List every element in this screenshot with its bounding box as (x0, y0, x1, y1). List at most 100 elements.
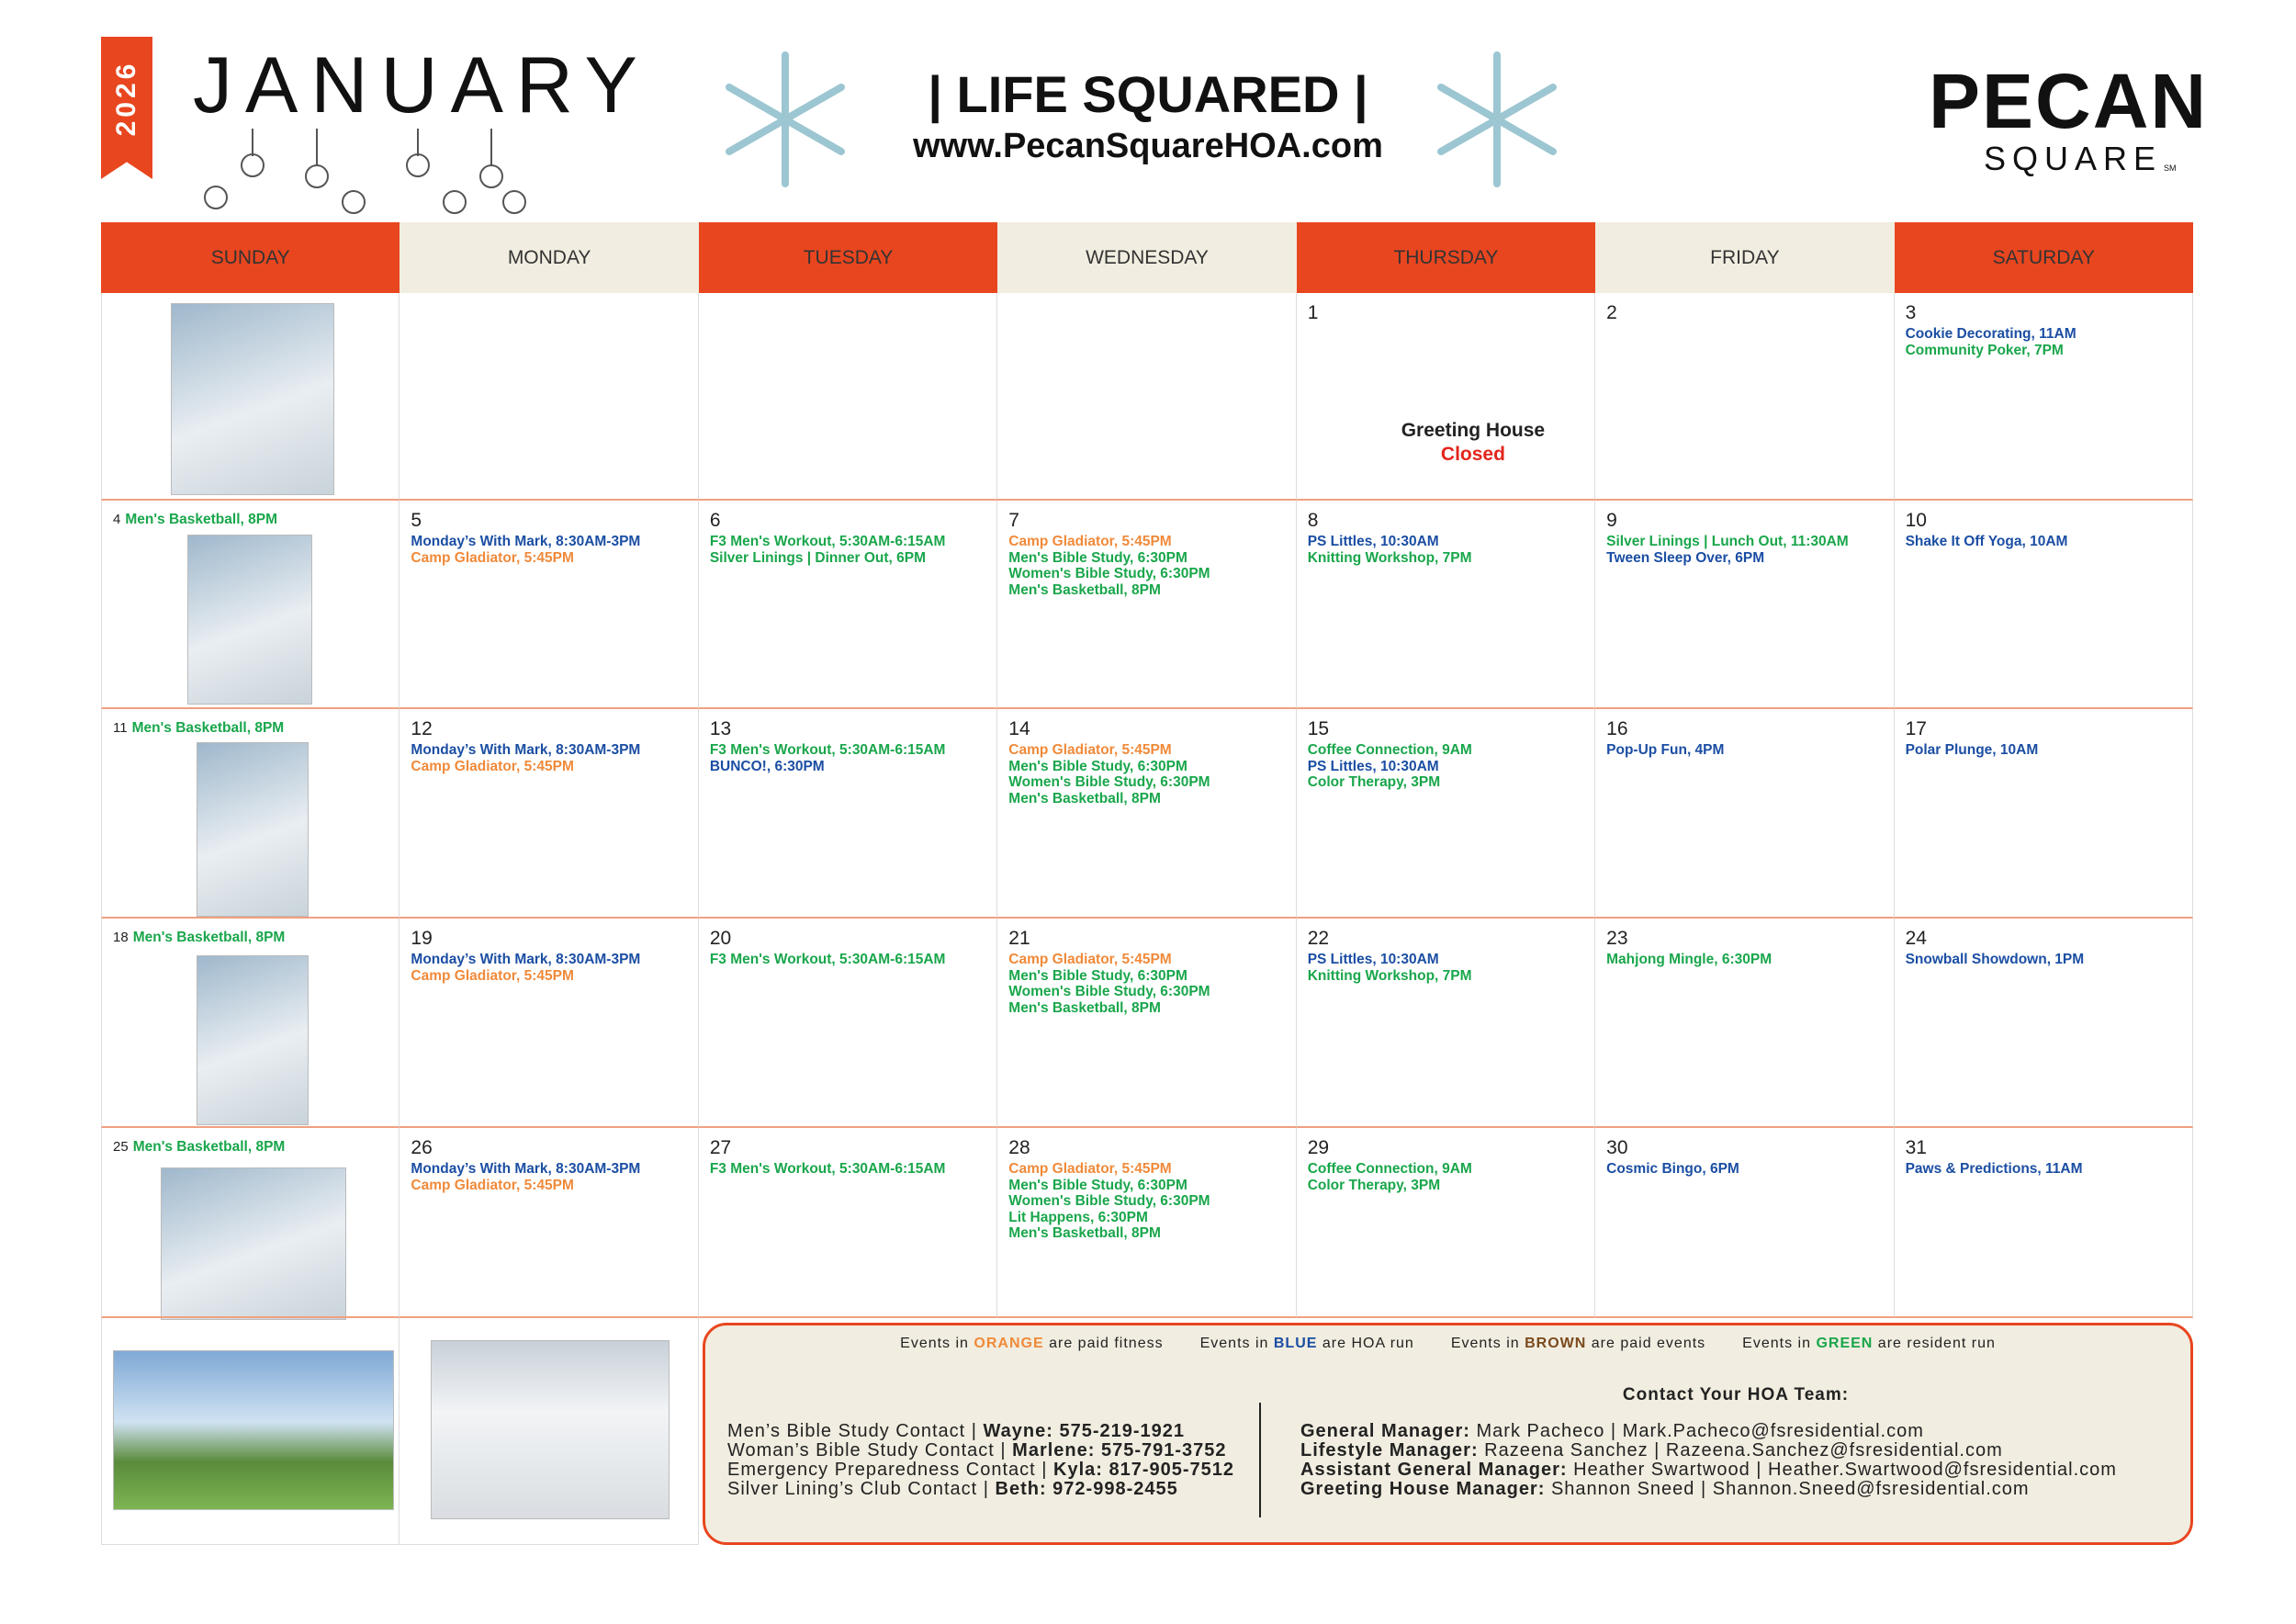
sunday-line: 4 Men's Basketball, 8PM (113, 512, 277, 528)
day-cell: 25 Men's Basketball, 8PM (101, 1128, 400, 1318)
note: Greeting House (1401, 420, 1546, 441)
legend-item: Events in BLUE are HOA run (1200, 1336, 1414, 1352)
day-number: 29 (1307, 1137, 1330, 1158)
legend-prefix: Events in (1742, 1336, 1811, 1351)
day-cell: 4 Men's Basketball, 8PM (101, 501, 400, 709)
weekday: WEDNESDAY (1086, 247, 1209, 268)
hoa-heading: Contact Your HOA Team: (1622, 1385, 1850, 1404)
day-cell: 7 Camp Gladiator, 5:45PM Men's Bible Study… (997, 501, 1297, 709)
day-number: 30 (1606, 1137, 1628, 1158)
day-number: 17 (1905, 718, 1927, 739)
day-number: 25 (113, 1139, 129, 1155)
day-cell (997, 293, 1297, 501)
weekday-header: FRIDAY (1595, 222, 1895, 293)
day-cell: 30 Cosmic Bingo, 6PM (1595, 1128, 1895, 1318)
event: Men's Basketball, 8PM (1008, 1225, 1161, 1241)
day-number: 24 (1905, 928, 1927, 949)
legend-suffix: are resident run (1877, 1336, 1996, 1351)
event: Monday’s With Mark, 8:30AM-3PM (411, 952, 641, 967)
day-number: 27 (709, 1137, 732, 1158)
day-number: 20 (709, 928, 732, 949)
day-cell: 27 F3 Men's Workout, 5:30AM-6:15AM (698, 1128, 998, 1318)
weekday-header: WEDNESDAY (997, 222, 1297, 293)
info-box (703, 1323, 2193, 1545)
ornaments (197, 129, 537, 220)
event: Mahjong Mingle, 6:30PM (1606, 952, 1773, 967)
day-number: 7 (1008, 510, 1019, 531)
weekday: TUESDAY (803, 247, 894, 268)
event: Color Therapy, 3PM (1307, 774, 1441, 790)
day-cell: 22 PS Littles, 10:30AM Knitting Workshop, … (1296, 919, 1596, 1128)
day-number: 22 (1307, 928, 1330, 949)
website: www.PecanSquareHOA.com (913, 127, 1383, 165)
year-ribbon (101, 37, 152, 179)
contact-label: Woman’s Bible Study Contact | (727, 1440, 1007, 1460)
legend-suffix: are paid fitness (1049, 1336, 1164, 1351)
day-cell: 21 Camp Gladiator, 5:45PM Men's Bible Stud… (997, 919, 1297, 1128)
event: Color Therapy, 3PM (1307, 1177, 1441, 1193)
day-number: 16 (1606, 718, 1628, 739)
day-number: 5 (411, 510, 422, 531)
event: Monday’s With Mark, 8:30AM-3PM (411, 534, 641, 549)
event: Women's Bible Study, 6:30PM (1008, 1193, 1210, 1209)
event: Coffee Connection, 9AM (1307, 1161, 1472, 1177)
event: Knitting Workshop, 7PM (1307, 549, 1472, 566)
day-cell (698, 293, 998, 501)
note: Closed (1440, 444, 1505, 465)
day-number: 18 (113, 930, 129, 945)
day-number: 13 (709, 718, 732, 739)
event: Polar Plunge, 10AM (1905, 742, 2039, 758)
day-number: 3 (1905, 302, 1917, 323)
event: Paws & Predictions, 11AM (1905, 1161, 2083, 1177)
legend-prefix: Events in (1450, 1336, 1520, 1351)
weekday: SATURDAY (1992, 247, 2095, 268)
member-role: Greeting House Manager: (1300, 1479, 1546, 1499)
day-cell: 8 PS Littles, 10:30AM Knitting Workshop, 7… (1296, 501, 1596, 709)
club-contact: Emergency Preparedness Contact | Kyla: 8… (727, 1460, 1234, 1480)
event: Silver Linings | Lunch Out, 11:30AM (1606, 534, 1849, 549)
event: Camp Gladiator, 5:45PM (411, 1177, 574, 1193)
day-number: 4 (113, 512, 121, 527)
day-number: 11 (113, 720, 128, 736)
legend-suffix: are paid events (1591, 1336, 1706, 1351)
event: Men's Basketball, 8PM (132, 930, 286, 945)
event: Women's Bible Study, 6:30PM (1008, 774, 1210, 790)
contact-label: Emergency Preparedness Contact | (727, 1460, 1048, 1480)
weekday-header: MONDAY (400, 222, 699, 293)
day-cell: 23 Mahjong Mingle, 6:30PM (1595, 919, 1895, 1128)
member-details: Heather Swartwood | Heather.Swartwood@fs… (1573, 1460, 2117, 1480)
event: Men's Basketball, 8PM (1008, 999, 1161, 1016)
day-number: 12 (411, 718, 433, 739)
legend-color-word: ORANGE (974, 1336, 1044, 1351)
team-member: General Manager: Mark Pacheco | Mark.Pac… (1300, 1422, 2117, 1441)
member-role: General Manager: (1300, 1421, 1470, 1441)
contact-label: Men’s Bible Study Contact | (727, 1421, 977, 1441)
day-cell: 16 Pop-Up Fun, 4PM (1595, 709, 1895, 919)
day-cell: 2 (1595, 293, 1895, 501)
event: Cosmic Bingo, 6PM (1606, 1161, 1739, 1177)
event: Snowball Showdown, 1PM (1905, 952, 2085, 967)
event: Camp Gladiator, 5:45PM (1008, 534, 1172, 549)
day-cell: 28 Camp Gladiator, 5:45PM Men's Bible Stud… (997, 1128, 1297, 1318)
day-cell: 29 Coffee Connection, 9AM Color Therapy, 3… (1296, 1128, 1596, 1318)
day-number: 9 (1606, 510, 1617, 531)
day-number: 31 (1905, 1137, 1927, 1158)
day-number: 6 (709, 510, 721, 531)
event: Community Poker, 7PM (1905, 342, 2064, 358)
day-number: 26 (411, 1137, 433, 1158)
event: Monday’s With Mark, 8:30AM-3PM (411, 742, 641, 758)
contact-label: Silver Lining’s Club Contact | (727, 1479, 989, 1499)
day-number: 14 (1008, 718, 1030, 739)
legend-color-word: BLUE (1273, 1336, 1318, 1351)
day-number: 19 (411, 928, 433, 949)
divider (1259, 1403, 1261, 1517)
day-number: 2 (1606, 302, 1617, 323)
title: | LIFE SQUARED | (928, 65, 1368, 123)
kid-photo (187, 535, 312, 705)
event: Monday’s With Mark, 8:30AM-3PM (411, 1161, 641, 1177)
sunday-line: 18 Men's Basketball, 8PM (113, 930, 285, 946)
team-member: Greeting House Manager: Shannon Sneed | … (1300, 1480, 2117, 1499)
weekday: FRIDAY (1710, 247, 1780, 268)
day-cell: 13 F3 Men's Workout, 5:30AM-6:15AM BUNCO!,… (698, 709, 998, 919)
